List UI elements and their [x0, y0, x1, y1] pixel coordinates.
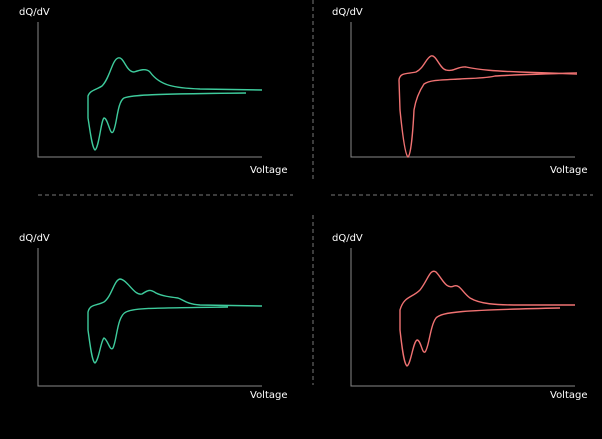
x-label: Voltage [250, 165, 288, 176]
panel: dQ/dV Voltage [19, 233, 288, 401]
curve [87, 278, 263, 364]
panel: dQ/dV Voltage [332, 7, 588, 176]
axes [37, 22, 262, 158]
y-label: dQ/dV [19, 233, 50, 244]
y-label: dQ/dV [332, 7, 363, 18]
x-label: Voltage [250, 390, 288, 401]
panel: dQ/dV Voltage [19, 7, 288, 176]
x-label: Voltage [550, 390, 588, 401]
y-label: dQ/dV [332, 233, 363, 244]
panel: dQ/dV Voltage [332, 233, 588, 401]
y-label: dQ/dV [19, 7, 50, 18]
curve [399, 270, 575, 367]
axes [350, 248, 575, 387]
x-label: Voltage [550, 165, 588, 176]
curve [87, 57, 263, 151]
axes [350, 22, 575, 158]
axes [37, 248, 262, 387]
curve [398, 55, 578, 158]
